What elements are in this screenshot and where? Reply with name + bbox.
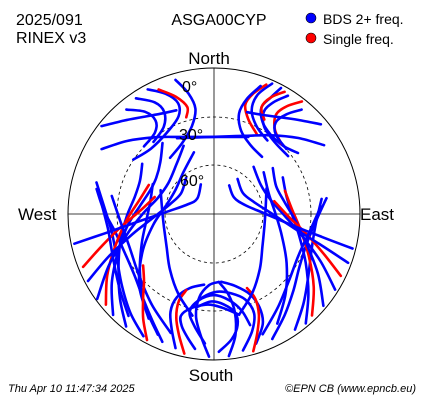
satellite-track-blue-42 <box>259 86 300 155</box>
satellite-track-blue-49 <box>237 84 264 159</box>
satellite-track-blue-51 <box>168 78 197 160</box>
satellite-track-blue-6 <box>95 144 185 301</box>
satellite-track-blue-23 <box>227 184 354 250</box>
satellite-track-blue-31 <box>217 280 238 358</box>
satellite-track-blue-35 <box>159 188 194 317</box>
elevation-label-60: 60° <box>180 173 204 190</box>
satellite-track-blue-3 <box>110 141 164 317</box>
satellite-track-blue-20 <box>236 177 350 265</box>
station-name: ASGA00CYP <box>171 12 266 29</box>
legend: BDS 2+ freq. Single freq. <box>305 11 404 47</box>
north-label: North <box>188 49 230 68</box>
satellite-track-blue-24 <box>178 303 241 351</box>
satellite-track-blue-37 <box>132 88 181 161</box>
legend-bds-marker <box>305 12 317 24</box>
footer-credit: ©EPN CB (www.epncb.eu) <box>285 383 416 395</box>
satellite-track-blue-38 <box>134 97 167 144</box>
satellite-track-blue-12 <box>99 200 130 318</box>
east-label: East <box>360 205 394 224</box>
satellite-track-blue-28 <box>168 283 206 350</box>
date-code: 2025/091 <box>16 12 83 29</box>
satellite-track-blue-10 <box>73 183 203 245</box>
satellite-track-blue-53 <box>100 135 250 151</box>
satellite-track-blue-41 <box>100 109 178 128</box>
footer-timestamp: Thu Apr 10 11:47:34 2025 <box>8 383 135 395</box>
satellite-track-blue-44 <box>250 82 274 142</box>
satellite-track-red-40 <box>157 88 190 119</box>
satellite-track-blue-18 <box>252 165 337 291</box>
satellite-track-blue-21 <box>262 171 289 325</box>
satellite-track-blue-48 <box>273 108 303 151</box>
satellite-track-blue-11 <box>110 194 172 335</box>
south-label: South <box>189 366 233 385</box>
west-label: West <box>18 205 57 224</box>
legend-single-label: Single freq. <box>323 31 394 47</box>
elevation-label-30: 30° <box>179 127 203 144</box>
satellite-track-red-33 <box>245 286 261 353</box>
satellite-track-blue-36 <box>237 187 268 316</box>
legend-bds-label: BDS 2+ freq. <box>323 11 404 27</box>
satellite-track-blue-22 <box>261 205 323 336</box>
rinex-format: RINEX v3 <box>16 30 86 47</box>
legend-single-marker <box>305 32 317 44</box>
satellite-track-blue-50 <box>245 110 323 126</box>
satellite-track-blue-7 <box>86 176 188 283</box>
satellite-track-blue-27 <box>189 290 256 352</box>
satellite-track-blue-30 <box>194 280 221 358</box>
satellite-track-red-34 <box>141 264 149 342</box>
satellite-tracks <box>73 78 354 358</box>
satellite-track-red-19 <box>273 199 343 278</box>
satellite-track-blue-17 <box>271 166 325 308</box>
elevation-label-0: 0° <box>182 79 197 96</box>
satellite-track-red-4 <box>104 183 151 306</box>
